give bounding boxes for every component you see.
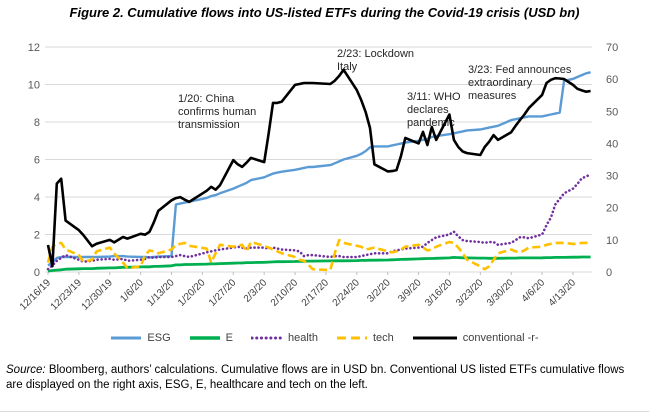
series-line-tech [46, 238, 591, 272]
legend-label: conventional -r- [462, 332, 539, 344]
x-axis-tick-label: 2/10/20 [269, 277, 301, 309]
x-axis-tick-label: 12/23/19 [49, 277, 85, 313]
x-axis-tick-label: 1/13/20 [145, 277, 177, 309]
annotation-2: Italy [337, 61, 358, 73]
legend-swatch-icon [250, 336, 283, 340]
bottom-divider [0, 411, 649, 412]
x-axis-tick-label: 2/17/20 [300, 277, 332, 309]
right-axis-tick-label: 70 [606, 42, 618, 54]
right-axis-tick-label: 10 [606, 235, 618, 247]
legend-label: health [287, 332, 318, 344]
right-axis-tick-label: 50 [606, 106, 618, 118]
x-axis-tick-label: 3/30/20 [485, 277, 517, 309]
legend-swatch-icon [336, 336, 367, 340]
legend-item-e: E [189, 332, 233, 344]
x-axis-tick-label: 2/3/20 [242, 277, 270, 305]
annotation-4: measures [468, 90, 517, 102]
source-text: Bloomberg, authors’ calculations. Cumula… [6, 364, 625, 391]
source-note: Source: Bloomberg, authors’ calculations… [6, 363, 642, 393]
x-axis-tick-label: 1/27/20 [207, 277, 239, 309]
x-axis-tick-label: 4/13/20 [547, 277, 579, 309]
legend-swatch-icon [111, 336, 142, 340]
left-axis-tick-label: 12 [28, 42, 40, 54]
series-line-e [47, 255, 591, 273]
annotation-3: declares [407, 104, 449, 116]
chart-svg: 0 2 4 6 8 10 12 0 10 20 30 40 50 60 70 12/16/1912/23/19… [18, 42, 618, 313]
x-axis-tick-label: 1/6/20 [118, 277, 146, 305]
left-axis-tick-label: 2 [34, 230, 40, 242]
x-axis-tick-label: 3/9/20 [396, 277, 424, 305]
x-axis-tick-label: 2/24/20 [331, 277, 363, 309]
legend-swatch-icon [412, 336, 457, 340]
left-axis-tick-label: 8 [34, 117, 40, 129]
legend-item-conventional: conventional -r- [412, 332, 539, 344]
right-axis-tick-label: 60 [606, 74, 618, 86]
x-axis-tick-label: 4/6/20 [520, 277, 548, 305]
annotation-2: 2/23: Lockdown [337, 48, 414, 60]
annotation-4: 3/23: Fed announces [468, 64, 572, 76]
annotation-1: confirms human [178, 106, 256, 118]
left-axis-tick-label: 10 [28, 80, 40, 92]
series-line-esg [47, 71, 591, 267]
annotation-1: 1/20: China [178, 93, 235, 105]
right-axis-tick-label: 20 [606, 203, 618, 215]
legend-label: tech [372, 332, 394, 344]
left-axis-tick-label: 0 [34, 267, 40, 279]
x-axis-tick-label: 3/2/20 [365, 277, 393, 305]
legend-label: ESG [147, 332, 171, 344]
x-axis-tick-label: 12/16/19 [18, 277, 54, 313]
x-axis-tick-label: 3/16/20 [423, 277, 455, 309]
left-axis-tick-label: 6 [34, 155, 40, 167]
legend-label: E [225, 332, 233, 344]
annotation-3: 3/11: WHO [407, 91, 461, 103]
source-label: Source: [6, 364, 46, 376]
right-axis-tick-label: 30 [606, 171, 618, 183]
annotation-4: extraordinary [468, 77, 533, 89]
series-line-conventional [46, 68, 591, 268]
annotation-1: transmission [178, 119, 240, 131]
left-axis-tick-label: 4 [34, 192, 40, 204]
legend-item-tech: tech [336, 332, 394, 344]
legend-swatch-icon [189, 336, 220, 340]
x-axis-tick-label: 3/23/20 [454, 277, 486, 309]
chart-area: 0 2 4 6 8 10 12 0 10 20 30 40 50 60 70 12/16/19 12/23/19… [0, 35, 649, 335]
right-axis-tick-label: 40 [606, 138, 618, 150]
right-axis-tick-label: 0 [606, 267, 612, 279]
series-line-health [46, 173, 592, 271]
x-axis-tick-label: 12/30/19 [80, 277, 116, 313]
legend-item-esg: ESG [110, 332, 171, 344]
figure-title: Figure 2. Cumulative flows into US-liste… [69, 5, 580, 20]
x-axis-tick-label: 1/20/20 [176, 277, 208, 309]
legend-item-health: health [250, 332, 318, 344]
